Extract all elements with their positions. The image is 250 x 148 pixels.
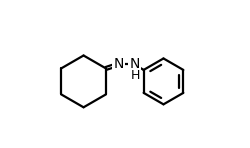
Text: H: H — [131, 69, 140, 82]
Text: N: N — [130, 57, 140, 71]
Text: N: N — [113, 57, 124, 71]
